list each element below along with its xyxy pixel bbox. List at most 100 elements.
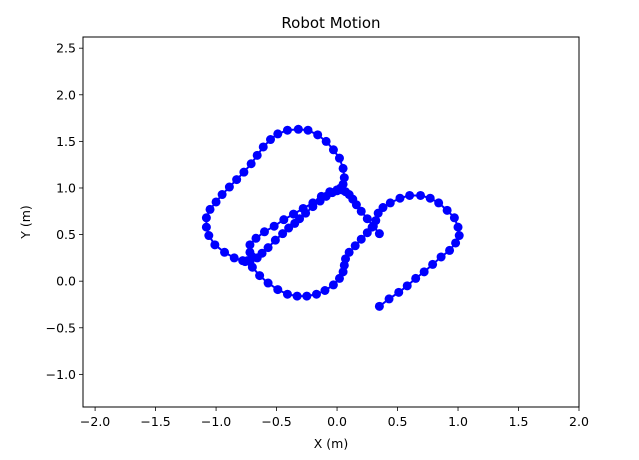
trajectory-point — [321, 136, 331, 146]
trajectory-point — [205, 204, 215, 214]
x-tick-label: −2.0 — [80, 414, 110, 429]
trajectory-point — [282, 289, 292, 299]
trajectory-point — [246, 159, 256, 169]
trajectory-point — [328, 280, 338, 290]
trajectory-point — [266, 135, 276, 145]
x-tick-label: 2.0 — [569, 414, 589, 429]
trajectory-point — [292, 291, 302, 301]
trajectory-point — [350, 241, 360, 251]
trajectory-point — [384, 294, 394, 304]
y-tick-label: −1.0 — [46, 367, 76, 382]
x-axis-label: X (m) — [314, 436, 348, 451]
trajectory-point — [313, 130, 323, 140]
plot-frame — [82, 36, 580, 408]
trajectory-point — [374, 229, 384, 239]
x-tick-label: −1.5 — [140, 414, 170, 429]
trajectory-point — [201, 222, 211, 232]
trajectory-point — [451, 238, 461, 248]
x-tick-label: 1.5 — [509, 414, 529, 429]
trajectory-point — [288, 209, 298, 219]
trajectory-point — [320, 286, 330, 296]
trajectory-point — [278, 229, 288, 239]
trajectory-point — [263, 278, 273, 288]
trajectory-point — [303, 125, 313, 135]
trajectory-point — [428, 259, 438, 269]
y-tick-label: 0.0 — [56, 274, 76, 289]
trajectory-point — [252, 150, 262, 160]
trajectory-point — [311, 289, 321, 299]
trajectory-point — [362, 214, 372, 224]
trajectory-point — [270, 235, 280, 245]
trajectory-point — [284, 223, 294, 233]
y-tick-label: 1.5 — [56, 134, 76, 149]
trajectory-point — [229, 253, 239, 263]
x-tick-label: −1.0 — [201, 414, 231, 429]
x-tick-label: −0.5 — [261, 414, 291, 429]
trajectory-point — [419, 267, 429, 277]
plot-area — [201, 124, 464, 311]
trajectory-point — [351, 200, 361, 210]
trajectory-point — [263, 243, 273, 253]
x-axis: −2.0 −1.5 −1.0 −0.5 0.0 0.5 1.0 1.5 2.0 — [80, 407, 589, 429]
trajectory-point — [334, 273, 344, 283]
trajectory-point — [293, 124, 303, 134]
trajectory-point — [374, 301, 384, 311]
trajectory-point — [258, 142, 268, 152]
trajectory-point — [204, 231, 214, 241]
trajectory-point — [362, 228, 372, 238]
trajectory-point — [434, 198, 444, 208]
trajectory-point — [436, 252, 446, 262]
trajectory-line — [205, 128, 461, 308]
trajectory-point — [368, 221, 378, 231]
trajectory-point — [328, 145, 338, 155]
trajectory-point — [405, 190, 415, 200]
trajectory-point — [245, 240, 255, 250]
trajectory-point — [238, 256, 248, 266]
trajectory-point — [394, 287, 404, 297]
trajectory-point — [416, 190, 426, 200]
trajectory-point — [442, 205, 452, 215]
trajectory-point — [255, 271, 265, 281]
trajectory-point — [251, 233, 261, 243]
y-tick-label: −0.5 — [46, 320, 76, 335]
trajectory-point — [210, 240, 220, 250]
trajectory-point — [356, 206, 366, 216]
x-tick-label: 1.0 — [448, 414, 468, 429]
trajectory-point — [356, 234, 366, 244]
trajectory-point — [224, 182, 234, 192]
trajectory-point — [454, 231, 464, 241]
trajectory-point — [445, 245, 455, 255]
trajectory-point — [402, 281, 412, 291]
y-tick-label: 2.0 — [56, 87, 76, 102]
trajectory-point — [269, 221, 279, 231]
x-tick-label: 0.5 — [388, 414, 408, 429]
trajectory-point — [298, 203, 308, 213]
trajectory-point — [259, 227, 269, 237]
trajectory-point — [316, 191, 326, 201]
x-tick-label: 0.0 — [327, 414, 347, 429]
trajectory-point — [302, 291, 312, 301]
trajectory-point — [211, 197, 221, 207]
y-axis-label: Y (m) — [18, 205, 33, 240]
trajectory-point — [245, 247, 255, 257]
trajectory-point — [425, 193, 435, 203]
trajectory-point — [338, 163, 348, 173]
trajectory-point — [239, 167, 249, 177]
trajectory-point — [449, 213, 459, 223]
trajectory-point — [279, 215, 289, 225]
trajectory-point — [453, 222, 463, 232]
trajectory-point — [395, 193, 405, 203]
y-tick-label: 0.5 — [56, 227, 76, 242]
trajectory-point — [220, 247, 230, 257]
trajectory-point — [201, 213, 211, 223]
chart-title: Robot Motion — [281, 14, 380, 32]
y-tick-label: 2.5 — [56, 41, 76, 56]
trajectory-point — [273, 129, 283, 139]
trajectory-point — [325, 187, 335, 197]
y-tick-label: 1.0 — [56, 180, 76, 195]
trajectory-point — [308, 198, 318, 208]
trajectory-point — [385, 198, 395, 208]
trajectory-point — [411, 273, 421, 283]
trajectory-point — [334, 153, 344, 163]
